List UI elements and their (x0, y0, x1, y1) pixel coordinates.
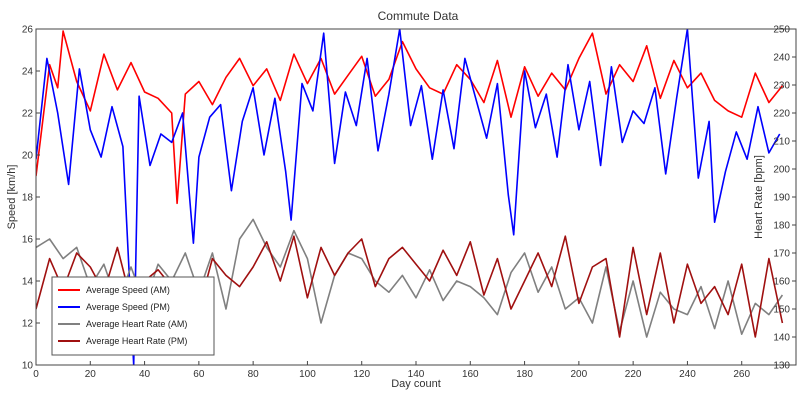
x-tick-label: 260 (733, 369, 750, 380)
y-tick-label: 16 (22, 235, 34, 246)
y2-tick-label: 210 (773, 137, 790, 148)
y2-axis-title: Heart Rate [bpm] (753, 155, 765, 239)
x-tick-label: 80 (248, 369, 260, 380)
chart-title: Commute Data (378, 9, 459, 23)
y2-tick-label: 230 (773, 81, 790, 92)
y-tick-label: 26 (22, 25, 34, 36)
y2-tick-label: 190 (773, 193, 790, 204)
legend: Average Speed (AM) Average Speed (PM) Aver… (51, 276, 215, 356)
x-tick-label: 200 (571, 369, 588, 380)
series-line-3 (36, 218, 784, 338)
x-tick-label: 220 (625, 369, 642, 380)
y-tick-label: 10 (22, 361, 34, 372)
y2-tick-label: 130 (773, 361, 790, 372)
y2-tick-label: 180 (773, 221, 790, 232)
legend-label: Average Heart Rate (AM) (86, 319, 187, 329)
x-tick-label: 60 (193, 369, 205, 380)
x-tick-label: 240 (679, 369, 696, 380)
series-line-2 (36, 29, 781, 365)
x-tick-label: 120 (353, 369, 370, 380)
y-tick-label: 24 (22, 67, 34, 78)
legend-label: Average Speed (AM) (86, 285, 170, 295)
x-tick-label: 40 (139, 369, 151, 380)
y-axis-left: 10 12 14 16 18 20 22 24 26 (22, 25, 40, 372)
x-tick-label: 0 (33, 369, 39, 380)
y-tick-label: 14 (22, 277, 34, 288)
y2-tick-label: 240 (773, 53, 790, 64)
y2-tick-label: 150 (773, 305, 790, 316)
y-tick-label: 18 (22, 193, 34, 204)
y-tick-label: 20 (22, 151, 34, 162)
y2-tick-label: 250 (773, 25, 790, 36)
y-axis-title: Speed [km/h] (6, 165, 18, 230)
y-tick-label: 22 (22, 109, 34, 120)
x-tick-label: 20 (85, 369, 97, 380)
y2-tick-label: 170 (773, 249, 790, 260)
y-tick-label: 12 (22, 319, 34, 330)
series-layer (36, 29, 784, 365)
x-tick-label: 180 (516, 369, 533, 380)
y2-tick-label: 160 (773, 277, 790, 288)
x-tick-label: 140 (408, 369, 425, 380)
y2-tick-label: 140 (773, 333, 790, 344)
x-axis-title: Day count (391, 378, 441, 390)
y2-tick-label: 200 (773, 165, 790, 176)
series-line-1 (36, 30, 784, 205)
legend-label: Average Heart Rate (PM) (86, 336, 187, 346)
y-axis-right: 130 140 150 160 170 180 190 200 210 220 230 240 250 (773, 25, 796, 372)
legend-label: Average Speed (PM) (86, 302, 170, 312)
x-tick-label: 100 (299, 369, 316, 380)
x-axis: 0 20 40 60 80 100 120 140 160 180 200 220 240 260 (33, 361, 750, 380)
x-tick-label: 160 (462, 369, 479, 380)
y2-tick-label: 220 (773, 109, 790, 120)
series-line-4 (36, 235, 784, 338)
